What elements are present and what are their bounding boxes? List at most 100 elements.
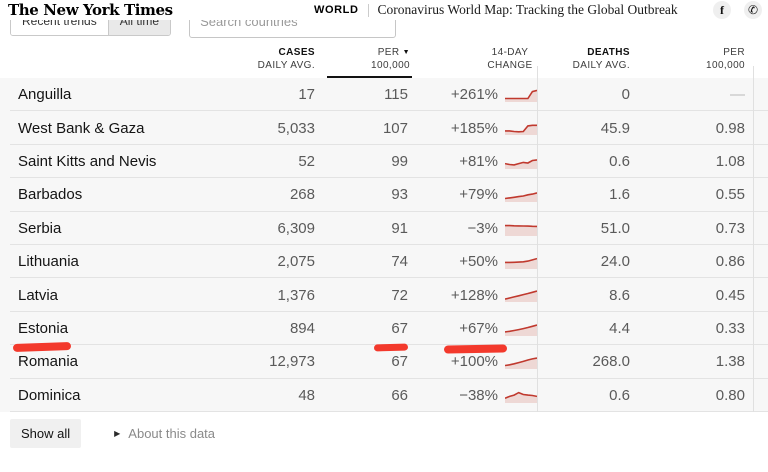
deaths-per-100k: 0.33 <box>715 319 745 337</box>
column-header-cases[interactable]: CASES DAILY AVG. <box>257 47 315 71</box>
deaths-per-100k: 0.80 <box>715 386 745 404</box>
deaths-per-100k: 0.86 <box>715 253 745 271</box>
cases-per-100k: 99 <box>391 152 408 170</box>
14-day-change: +67% <box>459 319 498 337</box>
cases-daily-avg: 268 <box>289 186 315 204</box>
deaths-daily-avg: 24.0 <box>600 253 630 271</box>
country-name[interactable]: Serbia <box>18 219 62 237</box>
about-data-link[interactable]: ▶ About this data <box>114 426 215 441</box>
show-all-button[interactable]: Show all <box>10 419 82 448</box>
trend-sparkline <box>504 322 538 336</box>
cases-per-100k: 93 <box>391 186 408 204</box>
column-header-deaths[interactable]: DEATHS DAILY AVG. <box>572 47 630 71</box>
cases-per-100k: 107 <box>382 119 408 137</box>
country-name[interactable]: Dominica <box>18 386 81 404</box>
cases-daily-avg: 1,376 <box>277 286 315 304</box>
top-bar: The New York Times WORLD Coronavirus Wor… <box>0 0 768 20</box>
cases-per-100k: 115 <box>384 86 408 104</box>
deaths-daily-avg: 1.6 <box>609 186 630 204</box>
deaths-per-100k: 0.55 <box>715 186 745 204</box>
14-day-change: +100% <box>450 353 498 371</box>
cases-per-100k: 67 <box>391 319 408 337</box>
14-day-change: +128% <box>450 286 498 304</box>
deaths-daily-avg: 45.9 <box>600 119 630 137</box>
country-name[interactable]: Saint Kitts and Nevis <box>18 152 157 170</box>
trend-sparkline <box>505 121 537 136</box>
cases-daily-avg: 17 <box>298 86 315 104</box>
14-day-change: −38% <box>459 386 498 404</box>
deaths-daily-avg: 8.6 <box>609 286 630 304</box>
deaths-daily-avg: 268.0 <box>592 353 630 371</box>
country-name[interactable]: Romania <box>18 353 79 371</box>
table-row[interactable]: Barbados 268 93 +79% 1.6 0.55 <box>0 178 768 212</box>
trend-sparkline <box>505 222 538 236</box>
facebook-icon: f <box>720 2 724 17</box>
14-day-change: +50% <box>459 253 498 271</box>
deaths-per-100k: 1.38 <box>715 353 745 371</box>
deaths-daily-avg: 0 <box>621 86 630 104</box>
country-name[interactable]: Lithuania <box>18 253 79 271</box>
cases-daily-avg: 5,033 <box>277 119 315 137</box>
deaths-daily-avg: 51.0 <box>600 219 630 237</box>
trend-sparkline <box>504 389 538 403</box>
page-title: Coronavirus World Map: Tracking the Glob… <box>377 2 678 17</box>
sort-underline <box>327 76 412 78</box>
trend-sparkline <box>504 288 538 303</box>
whatsapp-icon: ✆ <box>747 3 759 17</box>
table-header: CASES DAILY AVG. PER ▼ 100,000 14-DAY CH… <box>0 46 768 78</box>
table-row[interactable]: Serbia 6,309 91 −3% 51.0 0.73 <box>0 212 768 246</box>
cases-per-100k: 91 <box>391 219 408 237</box>
cases-per-100k: 72 <box>391 286 408 304</box>
cases-daily-avg: 2,075 <box>277 253 315 271</box>
deaths-daily-avg: 0.6 <box>609 152 630 170</box>
country-name[interactable]: Latvia <box>18 286 59 304</box>
table-row[interactable]: Latvia 1,376 72 +128% 8.6 0.45 <box>0 278 768 313</box>
table-body: Anguilla 17 115 +261% 0 — West Bank & Ga… <box>0 78 768 413</box>
trend-sparkline <box>504 155 538 169</box>
cases-daily-avg: 894 <box>289 319 315 337</box>
country-name[interactable]: West Bank & Gaza <box>18 119 145 137</box>
table-row[interactable]: West Bank & Gaza 5,033 107 +185% 45.9 0.… <box>0 111 768 146</box>
column-divider <box>753 66 754 412</box>
14-day-change: +81% <box>459 152 498 170</box>
triangle-right-icon: ▶ <box>114 429 121 438</box>
14-day-change: +261% <box>450 86 498 104</box>
deaths-daily-avg: 4.4 <box>609 319 630 337</box>
table-row[interactable]: Dominica 48 66 −38% 0.6 0.80 <box>0 379 768 413</box>
headline: WORLD Coronavirus World Map: Tracking th… <box>314 2 678 18</box>
cases-daily-avg: 52 <box>298 152 315 170</box>
table-row[interactable]: Estonia 894 67 +67% 4.4 0.33 <box>0 312 768 354</box>
section-label[interactable]: WORLD <box>314 4 359 16</box>
table-row[interactable]: Romania 12,973 67 +100% 268.0 1.38 <box>0 345 768 379</box>
country-name[interactable]: Barbados <box>18 186 83 204</box>
country-name[interactable]: Estonia <box>18 319 69 337</box>
deaths-per-100k: 0.45 <box>715 286 745 304</box>
whatsapp-share-button[interactable]: ✆ <box>744 1 762 19</box>
trend-sparkline <box>504 355 538 370</box>
deaths-per-100k: 0.98 <box>715 119 745 137</box>
column-header-14-day-change[interactable]: 14-DAY CHANGE <box>487 47 533 71</box>
red-marker-annotation <box>443 344 508 354</box>
trend-sparkline <box>505 88 538 102</box>
red-marker-annotation <box>373 343 409 352</box>
table-row[interactable]: Saint Kitts and Nevis 52 99 +81% 0.6 1.0… <box>0 145 768 179</box>
14-day-change: +79% <box>459 186 498 204</box>
nyt-logo[interactable]: The New York Times <box>8 1 173 19</box>
column-header-deaths-per-100k[interactable]: PER 100,000 <box>706 47 745 71</box>
column-header-cases-per-100k[interactable]: PER ▼ 100,000 <box>371 47 410 71</box>
facebook-share-button[interactable]: f <box>713 1 731 19</box>
country-name[interactable]: Anguilla <box>18 86 72 104</box>
trend-sparkline <box>505 255 538 269</box>
about-data-label: About this data <box>128 426 216 441</box>
table-row[interactable]: Anguilla 17 115 +261% 0 — <box>0 78 768 112</box>
deaths-per-100k: 1.08 <box>715 152 745 170</box>
14-day-change: −3% <box>467 219 498 237</box>
table-footer: Show all ▶ About this data <box>10 419 215 448</box>
column-divider <box>537 66 538 412</box>
trend-sparkline <box>504 188 538 203</box>
deaths-per-100k: — <box>730 86 745 104</box>
cases-per-100k: 66 <box>391 386 408 404</box>
table-row[interactable]: Lithuania 2,075 74 +50% 24.0 0.86 <box>0 245 768 279</box>
deaths-per-100k: 0.73 <box>715 219 745 237</box>
